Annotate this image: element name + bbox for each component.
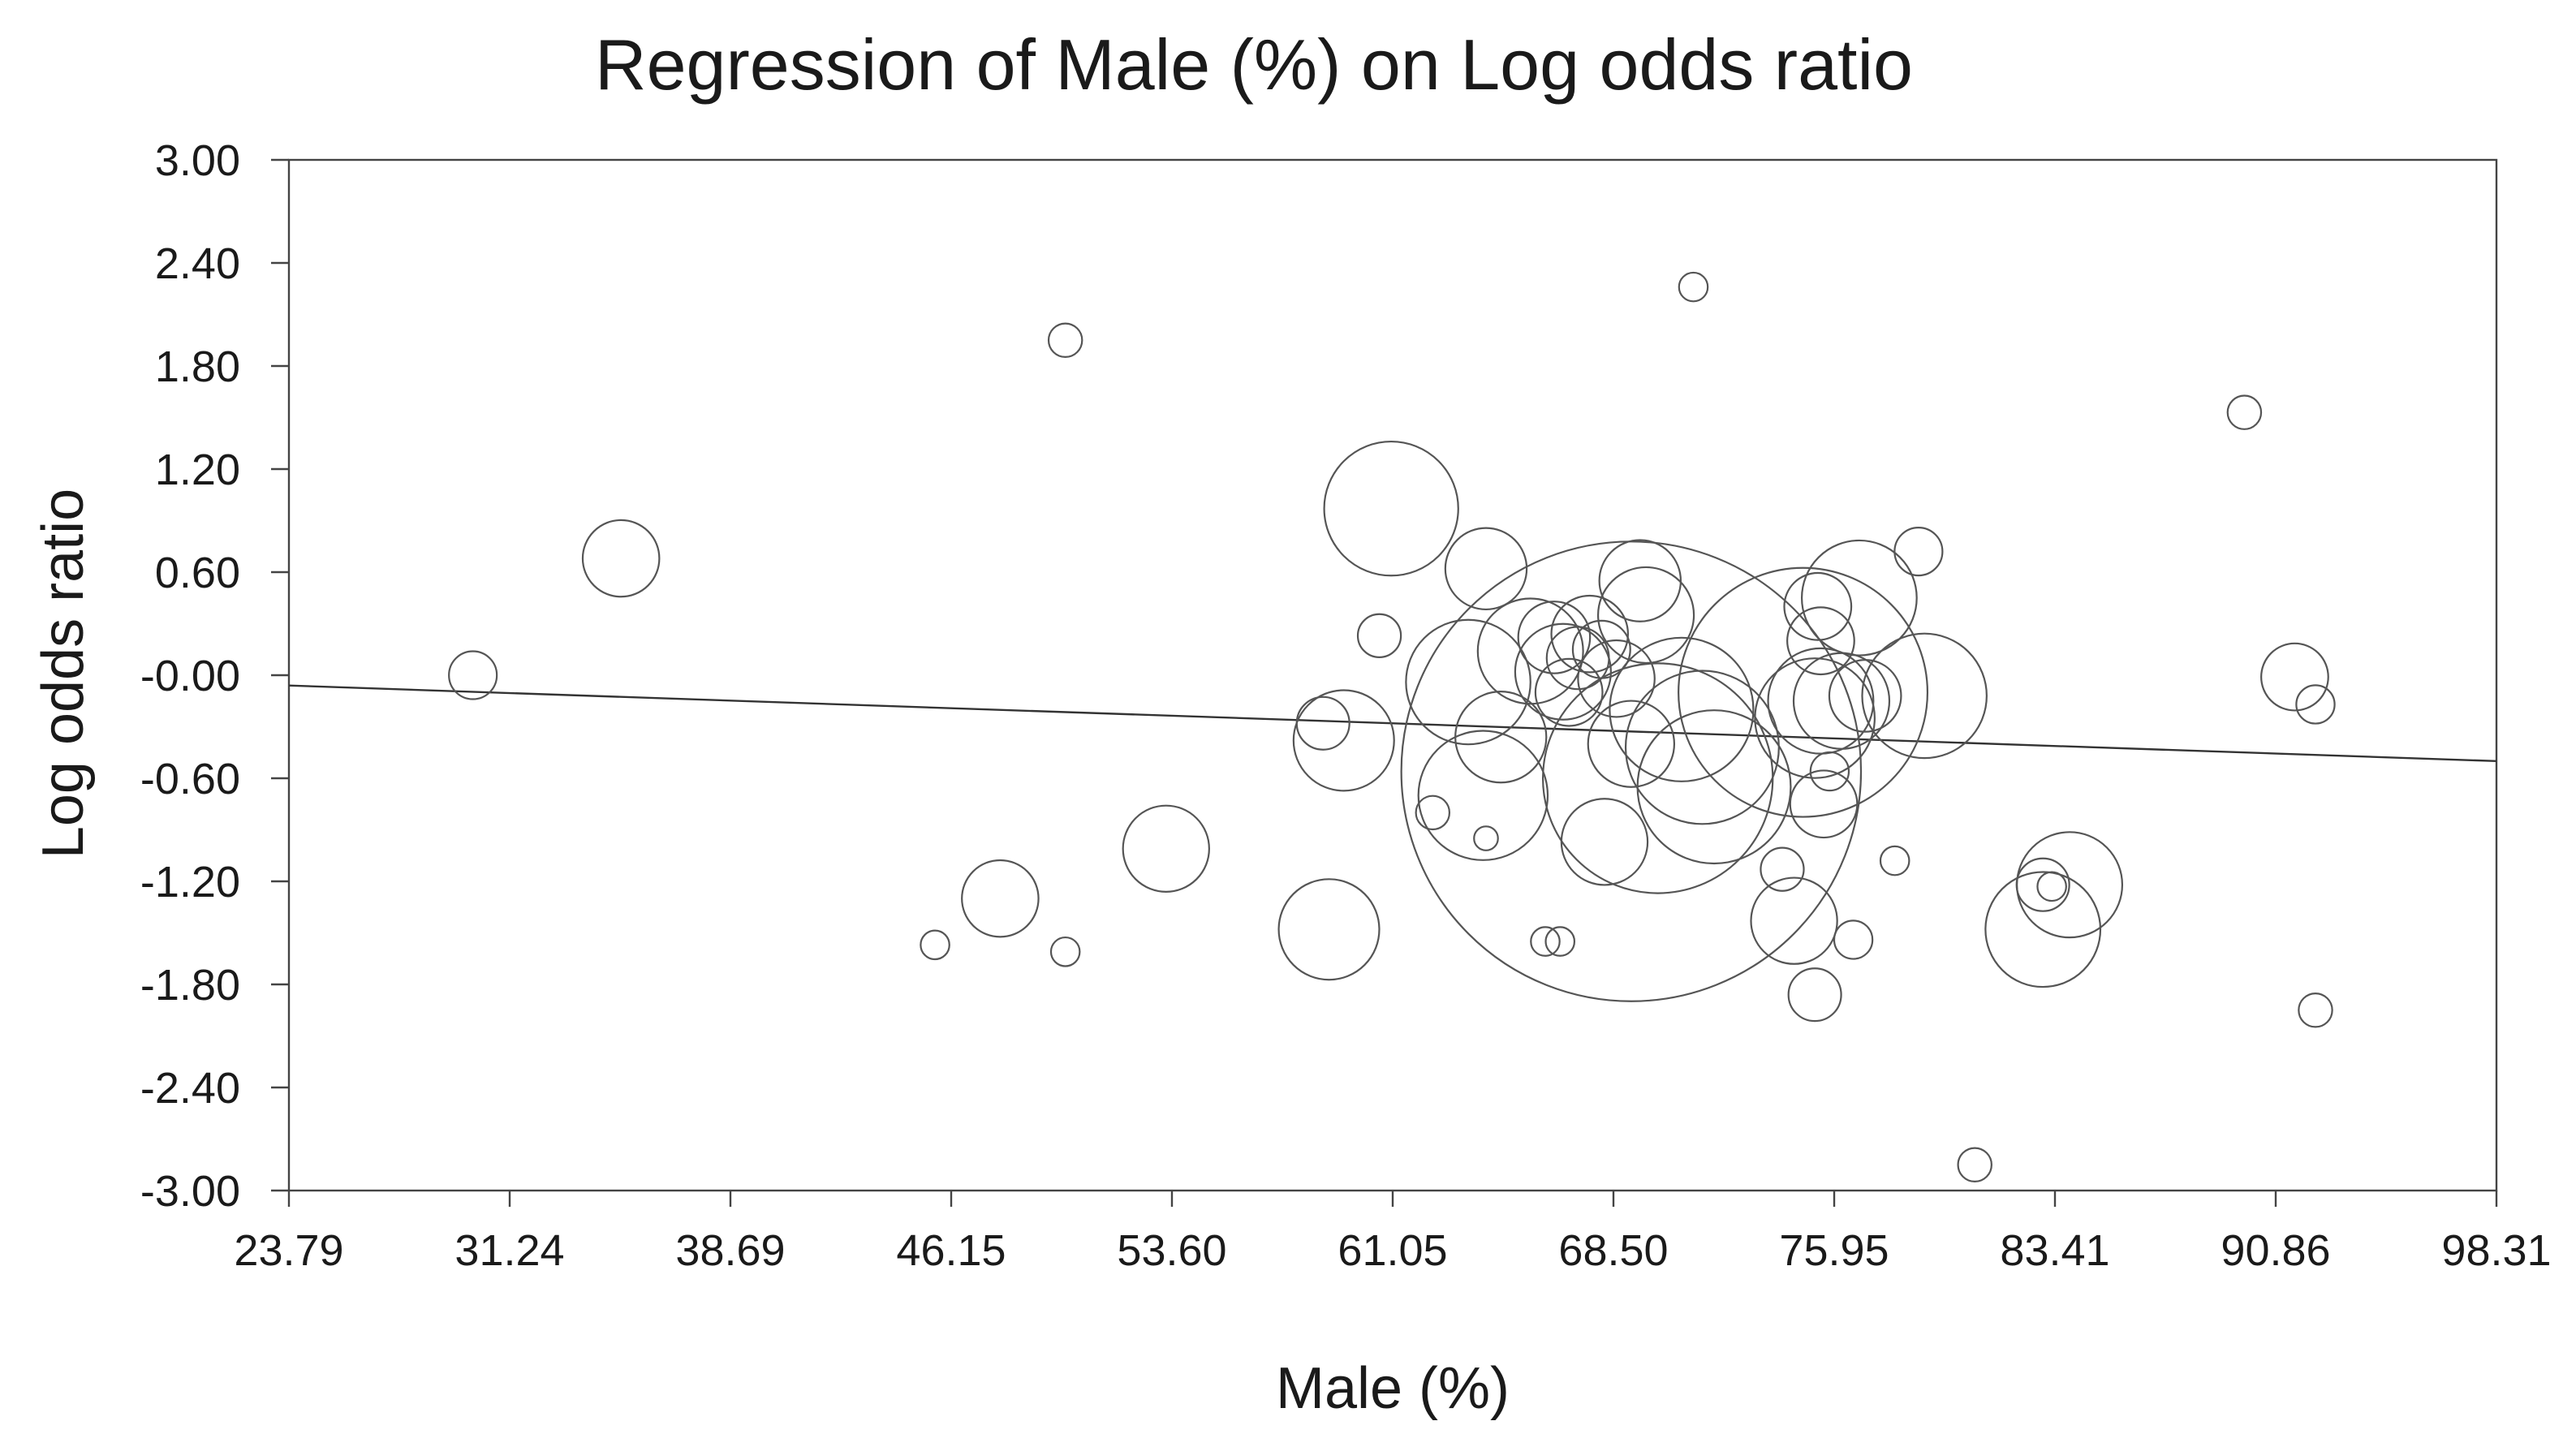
data-point bbox=[920, 929, 950, 961]
data-point bbox=[1292, 689, 1395, 792]
data-point bbox=[1760, 846, 1805, 892]
data-point bbox=[1530, 926, 1561, 957]
x-tick-label: 98.31 bbox=[2441, 1226, 2551, 1275]
x-axis: 23.79 31.24 38.69 46.15 53.60 61.05 68.50 75.95… bbox=[234, 1191, 2552, 1275]
data-point bbox=[1047, 322, 1083, 359]
x-tick-label: 83.41 bbox=[2000, 1226, 2109, 1275]
data-point bbox=[1598, 539, 1682, 622]
data-point bbox=[1678, 271, 1709, 303]
data-point bbox=[1984, 871, 2102, 988]
x-tick-label: 31.24 bbox=[454, 1226, 564, 1275]
data-point bbox=[1787, 967, 1842, 1023]
data-point bbox=[1323, 440, 1459, 577]
data-point bbox=[448, 650, 498, 700]
data-point bbox=[1476, 597, 1584, 705]
data-point bbox=[1750, 876, 1838, 965]
y-tick-label: 2.40 bbox=[155, 239, 240, 288]
data-point bbox=[1473, 825, 1499, 851]
data-point bbox=[1417, 730, 1549, 861]
data-point bbox=[1957, 1147, 1992, 1182]
bubble-layer bbox=[448, 271, 2336, 1182]
x-tick-label: 53.60 bbox=[1117, 1226, 1226, 1275]
y-tick-label: -2.40 bbox=[140, 1064, 240, 1113]
data-point bbox=[2295, 684, 2336, 725]
data-point bbox=[1356, 613, 1402, 658]
chart-title: Regression of Male (%) on Log odds ratio bbox=[595, 24, 1913, 105]
x-tick-label: 90.86 bbox=[2221, 1226, 2330, 1275]
data-point bbox=[1560, 798, 1649, 886]
x-tick-label: 75.95 bbox=[1779, 1226, 1889, 1275]
data-point bbox=[1893, 526, 1944, 577]
x-tick-label: 38.69 bbox=[675, 1226, 785, 1275]
data-point bbox=[1514, 622, 1612, 721]
data-point bbox=[1879, 845, 1910, 876]
x-tick-label: 23.79 bbox=[234, 1226, 343, 1275]
data-point bbox=[1678, 566, 1929, 818]
data-point bbox=[1609, 636, 1755, 782]
data-point bbox=[1444, 527, 1528, 611]
data-point bbox=[1800, 539, 1918, 657]
data-point bbox=[1545, 626, 1610, 691]
data-point bbox=[1544, 926, 1576, 957]
data-point bbox=[1517, 601, 1592, 674]
y-tick-label: 1.80 bbox=[155, 342, 240, 391]
y-tick-label: 3.00 bbox=[155, 136, 240, 185]
data-point bbox=[1786, 606, 1855, 676]
data-point bbox=[1789, 769, 1859, 839]
y-tick-label: -0.60 bbox=[140, 755, 240, 803]
data-point bbox=[2036, 871, 2067, 902]
data-point bbox=[1636, 709, 1792, 865]
y-tick-label: -1.80 bbox=[140, 961, 240, 1010]
data-point bbox=[1415, 795, 1451, 831]
data-point bbox=[1587, 700, 1676, 788]
y-tick-label: 1.20 bbox=[155, 446, 240, 494]
data-point bbox=[1833, 919, 1874, 960]
data-point bbox=[961, 859, 1040, 938]
data-point bbox=[1277, 878, 1381, 981]
data-point bbox=[1577, 639, 1656, 718]
data-point bbox=[1534, 657, 1604, 727]
data-point bbox=[581, 519, 661, 598]
y-axis-label: Log odds ratio bbox=[31, 489, 96, 859]
x-tick-label: 61.05 bbox=[1338, 1226, 1447, 1275]
data-point bbox=[1783, 571, 1853, 641]
y-tick-label: 0.60 bbox=[155, 549, 240, 597]
data-point bbox=[1550, 594, 1630, 674]
x-tick-label: 68.50 bbox=[1558, 1226, 1668, 1275]
y-axis: 3.00 2.40 1.80 1.20 0.60 -0.00 -0.60 -1.20 -1.80… bbox=[140, 136, 289, 1216]
data-point bbox=[2260, 642, 2329, 712]
data-point bbox=[1454, 691, 1548, 784]
data-point bbox=[1049, 936, 1081, 967]
x-axis-label: Male (%) bbox=[1276, 1356, 1510, 1421]
data-point bbox=[1596, 566, 1695, 665]
data-point bbox=[1809, 751, 1850, 792]
y-tick-label: -0.00 bbox=[140, 652, 240, 700]
data-point bbox=[1861, 632, 1988, 760]
data-point bbox=[1754, 657, 1876, 779]
data-point bbox=[1122, 804, 1210, 893]
data-point bbox=[1295, 695, 1350, 751]
x-tick-label: 46.15 bbox=[896, 1226, 1006, 1275]
y-tick-label: -1.20 bbox=[140, 858, 240, 906]
data-point bbox=[2016, 831, 2124, 939]
data-point bbox=[2226, 394, 2263, 430]
y-tick-label: -3.00 bbox=[140, 1167, 240, 1216]
data-point bbox=[2015, 857, 2070, 912]
data-point bbox=[1405, 618, 1531, 746]
data-point bbox=[1828, 659, 1902, 733]
data-point bbox=[2298, 992, 2333, 1028]
regression-line bbox=[288, 684, 2497, 763]
plot-frame bbox=[287, 158, 2498, 1192]
